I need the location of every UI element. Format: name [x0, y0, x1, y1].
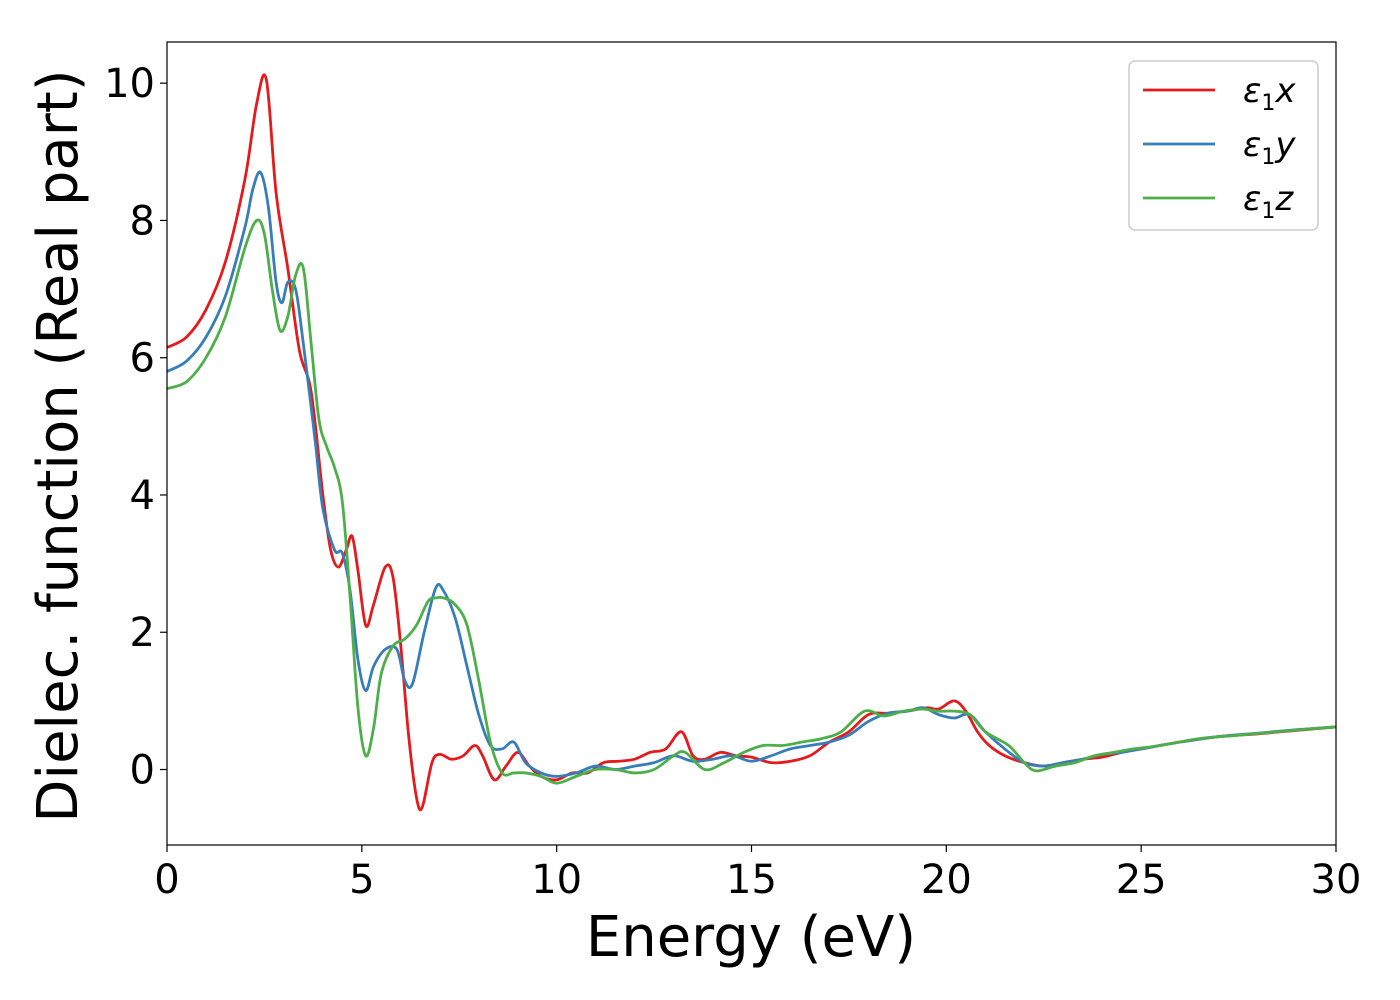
y-tick-label: 2 [130, 610, 155, 656]
x-tick-label: 15 [726, 857, 777, 903]
y-tick-label: 0 [130, 748, 155, 794]
y-axis-title: Dielec. function (Real part) [26, 69, 91, 822]
legend: ε1x ε1y ε1z [1128, 60, 1319, 231]
y-axis-ticks: 0 2 4 6 8 10 [104, 61, 167, 794]
x-tick-label: 25 [1116, 857, 1167, 903]
x-axis-title: Energy (eV) [586, 905, 916, 970]
series-line-y [167, 170, 1336, 778]
x-tick-label: 30 [1311, 857, 1362, 903]
series-layer [167, 73, 1336, 812]
series-line-z [167, 218, 1336, 785]
y-tick-label: 10 [104, 61, 155, 107]
y-tick-label: 4 [130, 473, 155, 519]
legend-box [1128, 60, 1319, 231]
x-axis-ticks: 0 5 10 15 20 25 30 [154, 845, 1361, 903]
x-tick-label: 0 [154, 857, 179, 903]
x-tick-label: 10 [531, 857, 582, 903]
x-tick-label: 5 [349, 857, 374, 903]
legend-label-y: ε1y [1243, 125, 1296, 170]
y-tick-label: 8 [130, 198, 155, 244]
legend-label-x: ε1x [1243, 71, 1296, 116]
y-tick-label: 6 [130, 336, 155, 382]
x-tick-label: 20 [921, 857, 972, 903]
legend-label-z: ε1z [1243, 179, 1294, 224]
